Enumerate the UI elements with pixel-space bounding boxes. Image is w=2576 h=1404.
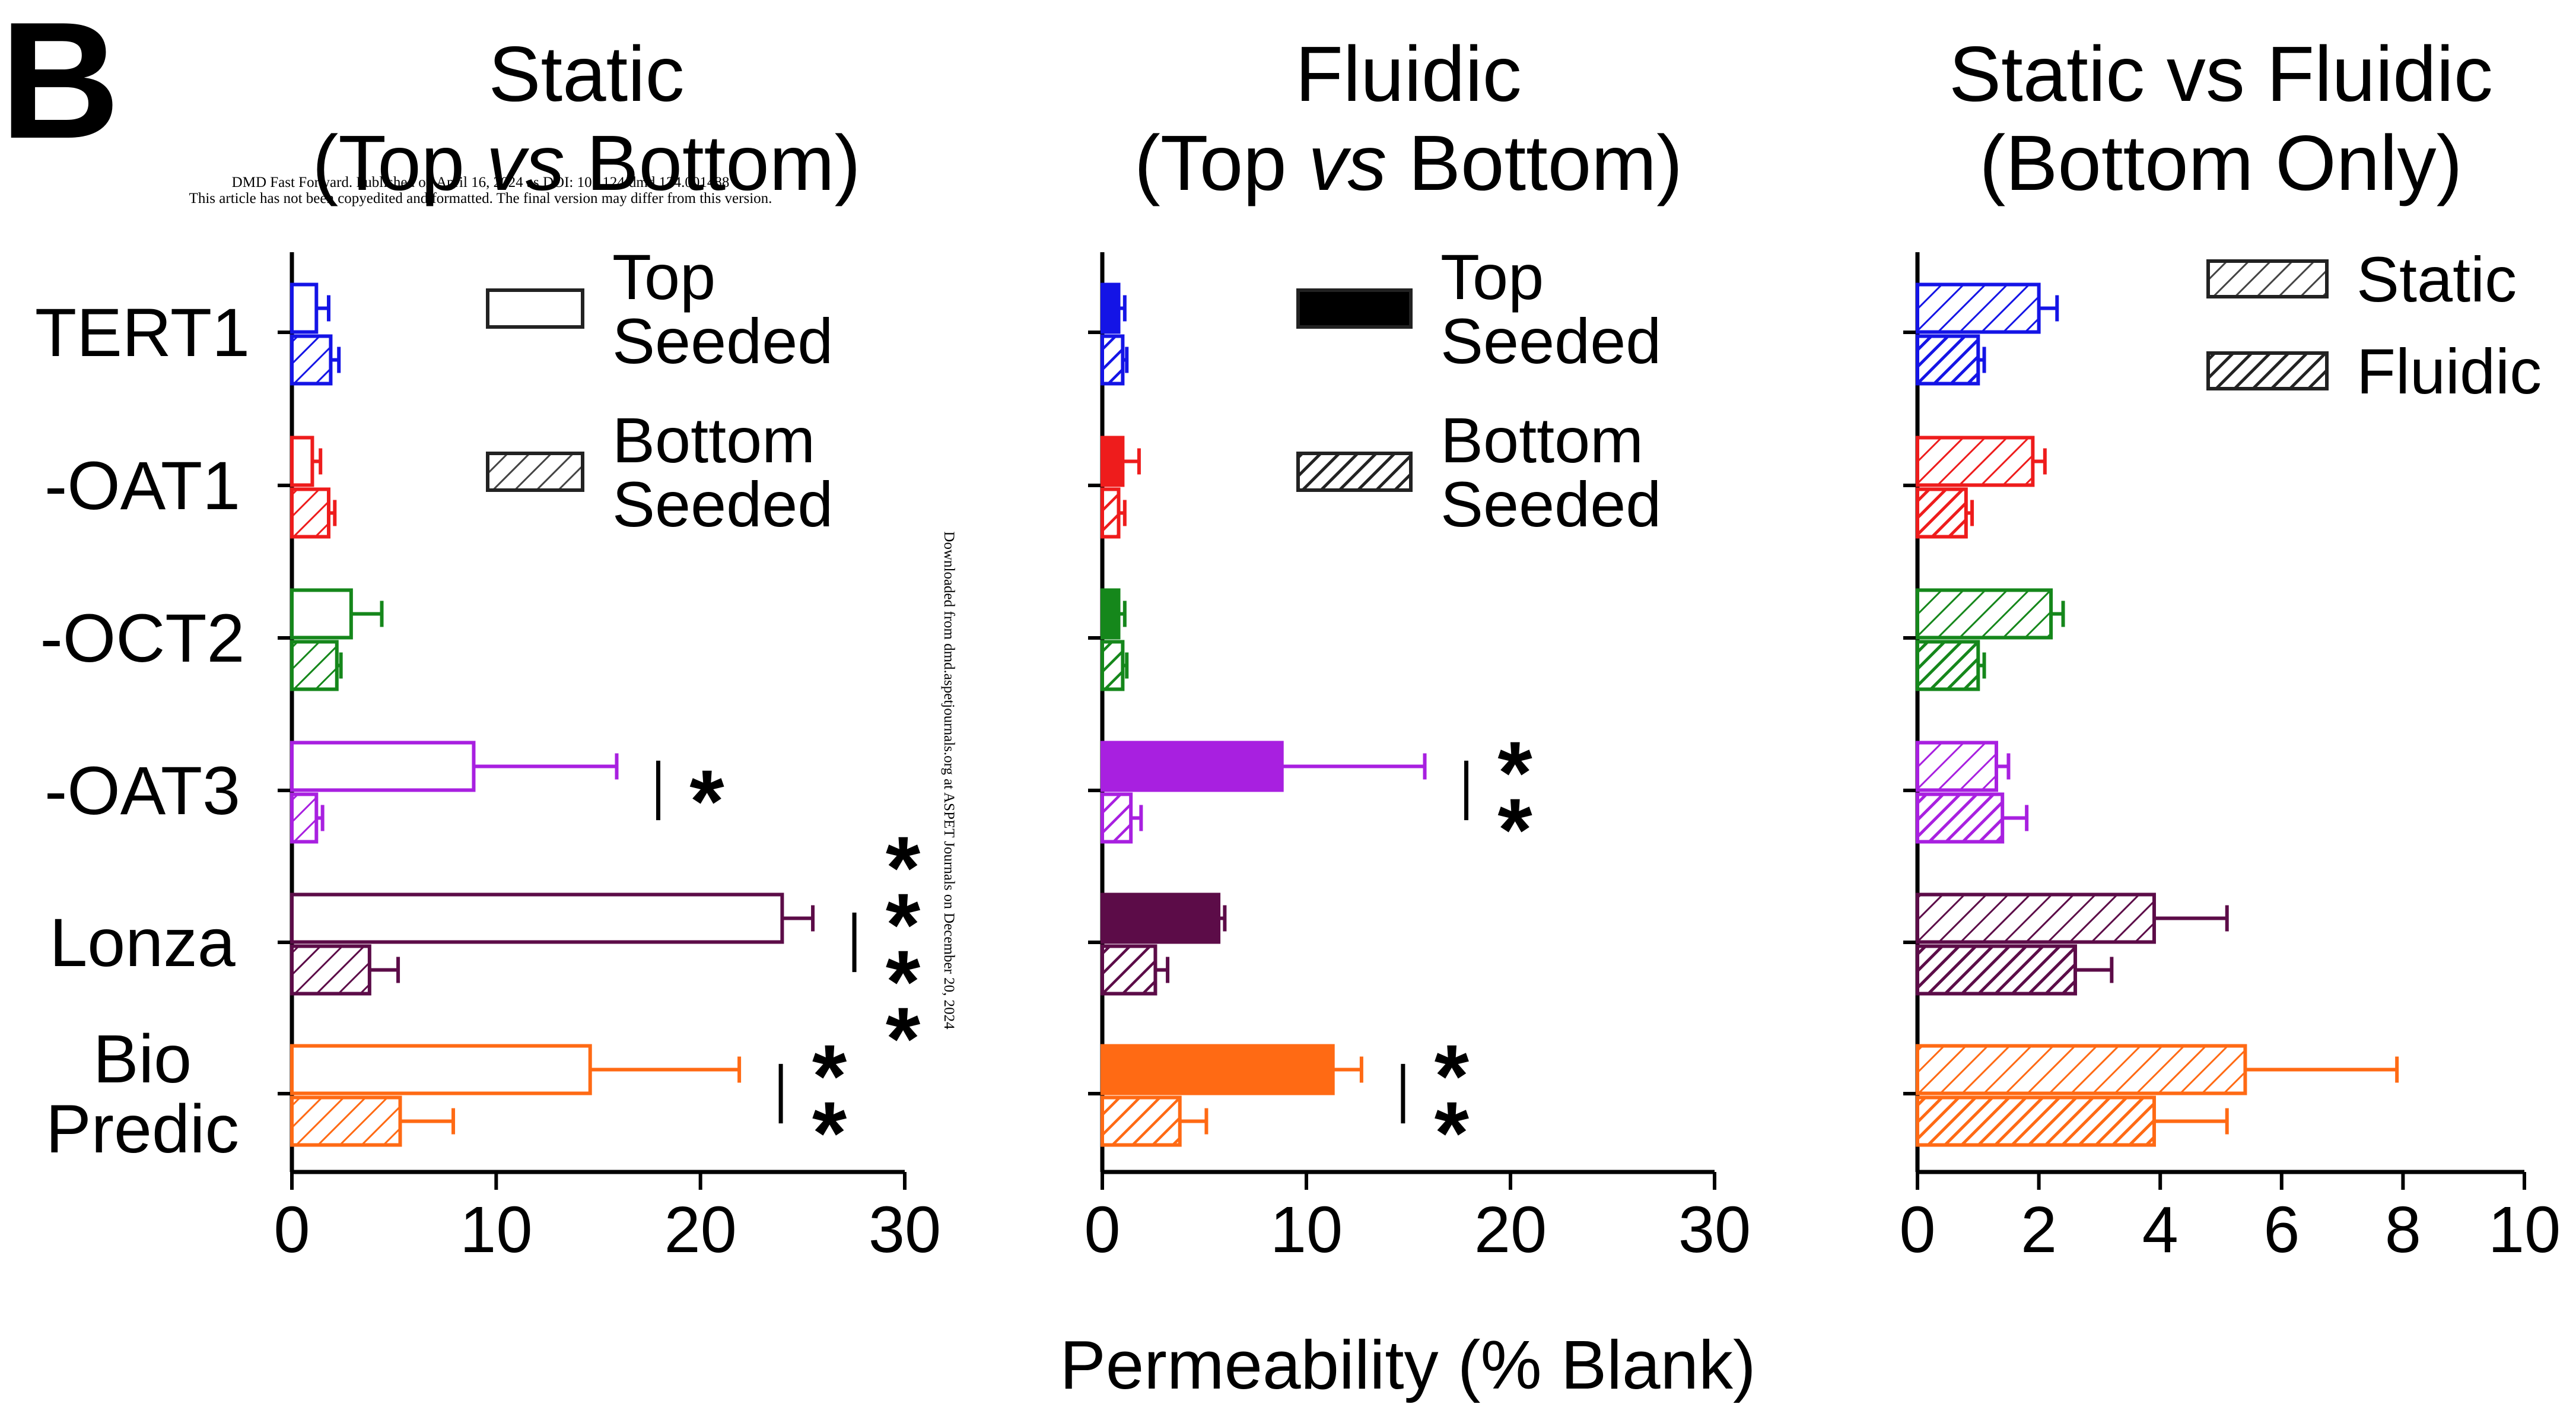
bar-top-seeded-lonza: [1101, 892, 1221, 944]
legend-label-fluidic: Fluidic: [2356, 335, 2542, 407]
legend-label-top-seeded: Top Seeded: [1440, 241, 1661, 377]
x-tick-label-0: 0: [1899, 1193, 1935, 1266]
bar-top-seeded-oct2: [290, 588, 353, 640]
bar-top-seeded-lonza: [290, 892, 784, 944]
x-tick-label-30: 30: [1678, 1193, 1751, 1266]
category-label-oat1: -OAT1: [44, 448, 240, 524]
x-tick-label-20: 20: [1474, 1193, 1547, 1266]
bar-top-seeded-tert1: [1101, 282, 1121, 334]
x-tick-label-10: 10: [2488, 1193, 2561, 1266]
bar-bottom-seeded-tert1: [1101, 334, 1125, 386]
x-tick-label-20: 20: [664, 1193, 736, 1266]
bar-bottom-seeded-bio-predic: [1101, 1095, 1182, 1147]
legend-swatch-bottom-seeded: [1296, 452, 1413, 492]
x-tick-label-10: 10: [1270, 1193, 1343, 1266]
bar-static-tert1: [1916, 282, 2041, 334]
legend-swatch-bottom-seeded: [486, 452, 584, 492]
legend-entry-static: Static: [2206, 243, 2517, 315]
bar-bottom-seeded-oct2: [1101, 640, 1125, 691]
bar-top-seeded-oat1: [290, 436, 314, 487]
shared-x-axis-label: Permeability (% Blank): [1060, 1326, 1756, 1403]
bar-top-seeded-bio-predic: [290, 1044, 592, 1095]
x-tick-label-0: 0: [1084, 1193, 1120, 1266]
bar-fluidic-oat3: [1916, 792, 2005, 844]
chart-static: Static (Top vs Bottom)0 10 20 30** * * ** *Top Se…: [273, 30, 941, 1266]
bar-top-seeded-oat3: [290, 741, 476, 792]
legend-entry-top-seeded: Top Seeded: [486, 241, 833, 377]
bar-static-lonza: [1916, 892, 2156, 944]
x-tick-label-6: 6: [2263, 1193, 2300, 1266]
legend-swatch-fluidic: [2206, 351, 2329, 390]
watermark-line-1: DMD Fast Forward. Published on April 16,…: [232, 174, 730, 190]
significance-stars-oat3: *: [689, 751, 724, 851]
significance-stars-lonza: * * * *: [886, 818, 921, 1088]
legend-entry-bottom-seeded: Bottom Seeded: [486, 404, 833, 540]
chart-title: Fluidic (Top vs Bottom): [1134, 30, 1683, 207]
category-label-oct2: -OCT2: [40, 601, 245, 676]
category-labels: TERT1 -OAT1 -OCT2 -OAT3 Lonza Bio Predic: [35, 295, 250, 1167]
bar-top-seeded-tert1: [290, 282, 319, 334]
bar-top-seeded-oct2: [1101, 588, 1121, 640]
chart-static-vs-fluidic: Static vs Fluidic (Bottom Only) 0 2 4 6 8 10 Sta…: [1899, 30, 2561, 1266]
bar-bottom-seeded-oat1: [290, 487, 330, 539]
chart-fluidic: Fluidic (Top vs Bottom) 0 10 20 30 * ** * Top Seed…: [1084, 30, 1751, 1266]
category-label-oat3: -OAT3: [44, 753, 240, 829]
chart-title: Static vs Fluidic (Bottom Only): [1949, 30, 2493, 207]
bar-static-oct2: [1916, 588, 2053, 640]
bar-fluidic-oat1: [1916, 487, 1968, 539]
bar-static-bio-predic: [1916, 1044, 2247, 1095]
x-tick-label-10: 10: [460, 1193, 532, 1266]
legend-label-top-seeded: Top Seeded: [612, 241, 833, 377]
bar-bottom-seeded-oat3: [1101, 792, 1133, 844]
significance-stars-bio-predic: * *: [1435, 1026, 1470, 1183]
bar-top-seeded-oat1: [1101, 436, 1125, 487]
watermark-side: Downloaded from dmd.aspetjournals.org at…: [941, 531, 957, 1030]
bar-bottom-seeded-lonza: [290, 944, 371, 996]
bar-static-oat1: [1916, 436, 2035, 487]
legend-swatch-top-seeded: [1296, 288, 1413, 329]
x-tick-label-8: 8: [2385, 1193, 2421, 1266]
bar-fluidic-lonza: [1916, 944, 2077, 996]
x-tick-label-2: 2: [2021, 1193, 2057, 1266]
bar-bottom-seeded-bio-predic: [290, 1095, 402, 1147]
legend-swatch-static: [2206, 259, 2329, 298]
x-tick-label-30: 30: [869, 1193, 941, 1266]
panel-label: B: [0, 0, 120, 173]
legend-label-bottom-seeded: Bottom Seeded: [1440, 404, 1661, 540]
significance-stars-bio-predic: * *: [812, 1026, 847, 1183]
x-tick-label-4: 4: [2142, 1193, 2179, 1266]
significance-stars-oat3: * *: [1497, 723, 1532, 879]
category-label-bio-predic: Bio Predic: [46, 1021, 239, 1167]
legend-entry-bottom-seeded: Bottom Seeded: [1296, 404, 1661, 540]
legend-label-bottom-seeded: Bottom Seeded: [612, 404, 833, 540]
bar-static-oat3: [1916, 741, 1998, 792]
x-tick-label-0: 0: [273, 1193, 310, 1266]
bar-bottom-seeded-tert1: [290, 334, 333, 386]
bar-fluidic-tert1: [1916, 334, 1980, 386]
chart-title: Static (Top vs Bottom): [312, 30, 860, 207]
watermark-line-2: This article has not been copyedited and…: [189, 190, 772, 207]
legend-label-static: Static: [2356, 243, 2517, 315]
bar-bottom-seeded-oat3: [290, 792, 319, 844]
bar-fluidic-bio-predic: [1916, 1095, 2156, 1147]
bar-bottom-seeded-lonza: [1101, 944, 1157, 996]
legend-entry-top-seeded: Top Seeded: [1296, 241, 1661, 377]
bar-fluidic-oct2: [1916, 640, 1980, 691]
bar-top-seeded-oat3: [1101, 741, 1284, 792]
bar-bottom-seeded-oct2: [290, 640, 339, 691]
bar-bottom-seeded-oat1: [1101, 487, 1121, 539]
legend-swatch-top-seeded: [486, 288, 584, 329]
category-label-lonza: Lonza: [49, 905, 235, 981]
category-label-tert1: TERT1: [35, 295, 250, 371]
legend-entry-fluidic: Fluidic: [2206, 335, 2542, 407]
bar-top-seeded-bio-predic: [1101, 1044, 1335, 1095]
